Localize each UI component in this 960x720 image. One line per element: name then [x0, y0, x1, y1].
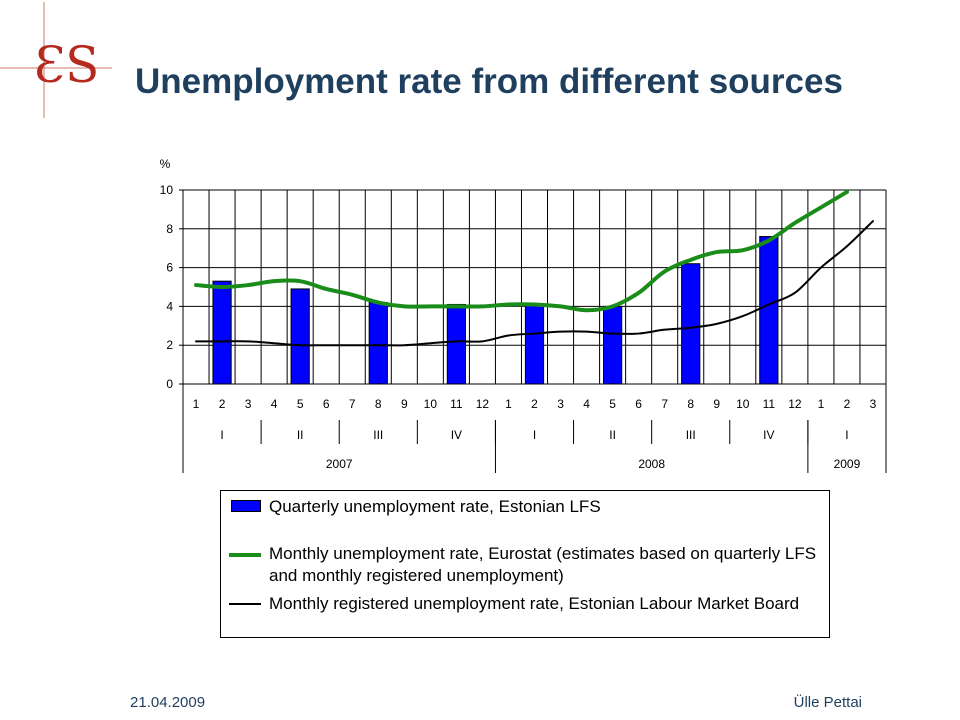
legend-label-eurostat: Monthly unemployment rate, Eurostat (est… — [269, 544, 817, 585]
month-label-18: 7 — [661, 397, 668, 411]
quarter-label-6: III — [686, 428, 696, 442]
month-label-1: 2 — [219, 397, 226, 411]
logo-text: ƐS — [34, 36, 99, 94]
month-label-26: 3 — [870, 397, 877, 411]
legend-item-lfs: Quarterly unemployment rate, Estonian LF… — [229, 496, 829, 518]
bar-lfs-4 — [524, 303, 545, 385]
y-axis-unit: % — [160, 157, 171, 171]
line-registered — [195, 220, 874, 347]
legend-label-registered: Monthly registered unemployment rate, Es… — [269, 594, 800, 613]
year-label-1: 2008 — [638, 457, 665, 471]
month-label-6: 7 — [349, 397, 356, 411]
month-label-14: 3 — [557, 397, 564, 411]
ytick-label-10: 10 — [160, 183, 174, 197]
bar-lfs-0 — [212, 280, 232, 385]
quarter-label-1: II — [297, 428, 304, 442]
year-label-0: 2007 — [326, 457, 353, 471]
month-label-21: 10 — [736, 397, 750, 411]
quarter-label-2: III — [373, 428, 383, 442]
bar-lfs-7 — [759, 236, 779, 385]
footer-author: Ülle Pettai — [793, 694, 862, 711]
month-label-11: 12 — [476, 397, 490, 411]
legend-item-eurostat: Monthly unemployment rate, Eurostat (est… — [229, 543, 829, 587]
legend-item-registered: Monthly registered unemployment rate, Es… — [229, 593, 829, 615]
bar-lfs-3 — [446, 303, 467, 385]
slide-title: Unemployment rate from different sources — [135, 62, 843, 101]
month-label-4: 5 — [297, 397, 304, 411]
month-label-5: 6 — [323, 397, 330, 411]
ytick-label-8: 8 — [166, 222, 173, 236]
footer-date: 21.04.2009 — [130, 694, 206, 711]
quarter-label-0: I — [220, 428, 223, 442]
month-label-24: 1 — [818, 397, 825, 411]
month-label-10: 11 — [450, 397, 463, 411]
month-label-20: 9 — [713, 397, 720, 411]
legend-swatch-lfs — [231, 500, 261, 512]
quarter-label-4: I — [533, 428, 536, 442]
legend-label-lfs: Quarterly unemployment rate, Estonian LF… — [269, 497, 601, 516]
ytick-label-0: 0 — [166, 377, 173, 391]
month-label-19: 8 — [687, 397, 694, 411]
bar-lfs-2 — [368, 302, 388, 385]
year-label-2: 2009 — [834, 457, 861, 471]
month-label-25: 2 — [844, 397, 851, 411]
month-label-17: 6 — [635, 397, 642, 411]
ytick-label-2: 2 — [166, 338, 173, 352]
month-label-13: 2 — [531, 397, 538, 411]
line-eurostat — [194, 189, 849, 313]
quarter-label-3: IV — [451, 428, 462, 442]
quarter-label-5: II — [609, 428, 616, 442]
legend-swatch-registered — [229, 603, 261, 605]
chart-legend: Quarterly unemployment rate, Estonian LF… — [220, 490, 830, 638]
ytick-label-4: 4 — [166, 299, 173, 313]
month-label-22: 11 — [763, 397, 776, 411]
es-logo: ƐS — [0, 2, 112, 118]
month-label-2: 3 — [245, 397, 252, 411]
month-label-8: 9 — [401, 397, 408, 411]
month-label-0: 1 — [193, 397, 200, 411]
legend-swatch-eurostat — [229, 553, 261, 557]
quarter-label-8: I — [845, 428, 848, 442]
month-label-9: 10 — [424, 397, 438, 411]
quarter-label-7: IV — [763, 428, 774, 442]
ytick-label-6: 6 — [166, 261, 173, 275]
month-label-3: 4 — [271, 397, 278, 411]
month-label-16: 5 — [609, 397, 616, 411]
month-label-15: 4 — [583, 397, 590, 411]
month-label-7: 8 — [375, 397, 382, 411]
bar-lfs-1 — [290, 288, 310, 385]
month-label-12: 1 — [505, 397, 512, 411]
month-label-23: 12 — [788, 397, 802, 411]
bar-lfs-6 — [681, 263, 701, 385]
bar-lfs-5 — [602, 305, 623, 385]
